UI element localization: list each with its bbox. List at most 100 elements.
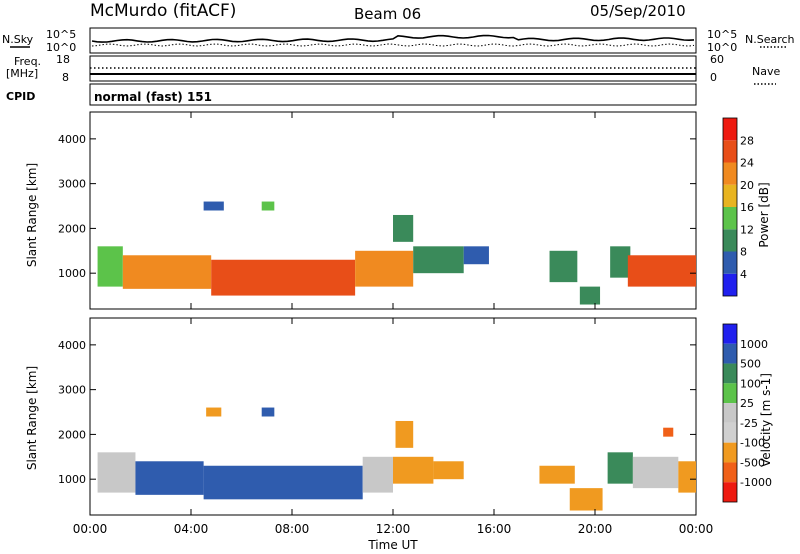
power-panel: 1000 2000 3000 4000 Slant Range [km] 4 8 12 16… (25, 111, 771, 310)
echo-region (203, 201, 224, 211)
colorbar-swatch (723, 383, 737, 404)
echo-region (610, 246, 631, 278)
noise-traces (91, 34, 695, 47)
nave-label: Nave (752, 65, 780, 78)
echo-region (122, 255, 212, 289)
x-tick-labels: 00:00 04:00 08:00 12:00 16:00 20:00 00:00 (73, 522, 714, 536)
velocity-regions (97, 407, 696, 511)
x-tick-label: 20:00 (578, 522, 613, 536)
power-ylabel: Slant Range [km] (25, 163, 39, 267)
echo-region (627, 255, 696, 287)
colorbar-tick-label: -1000 (740, 476, 772, 489)
noise-sky-label: N.Sky (2, 33, 34, 46)
echo-region (97, 452, 136, 493)
echo-region (678, 461, 696, 493)
noise-search-label: N.Search (745, 33, 795, 46)
echo-region (632, 456, 679, 489)
echo-region (393, 456, 434, 484)
echo-region (569, 488, 603, 511)
colorbar-swatch (723, 184, 737, 207)
velocity-axes: 1000 2000 3000 4000 (58, 318, 697, 515)
echo-region (261, 407, 275, 417)
nave-tick-bottom: 0 (710, 71, 717, 84)
freq-tick-top: 18 (56, 53, 70, 66)
noise-search-trace (91, 43, 695, 47)
station-title: McMurdo (fitACF) (90, 1, 236, 21)
x-tick-label: 08:00 (275, 522, 310, 536)
freq-panel: Freq. [MHz] 18 8 60 0 Nave (6, 53, 780, 85)
x-tick-label: 04:00 (174, 522, 209, 536)
beam-title: Beam 06 (354, 5, 421, 23)
colorbar-tick-label: 24 (740, 157, 754, 170)
noise-panel: N.Sky 10^5 10^0 10^5 10^0 N.Search (2, 27, 795, 54)
x-tick-label: 12:00 (376, 522, 411, 536)
echo-region (413, 246, 464, 274)
colorbar-swatch (723, 363, 737, 384)
power-colorbar-label: Power [dB] (757, 182, 771, 247)
colorbar-tick-label: -25 (740, 417, 758, 430)
echo-region (362, 456, 393, 493)
colorbar-frame (722, 323, 738, 503)
colorbar-swatch (723, 162, 737, 185)
freq-label-2: [MHz] (6, 67, 38, 80)
echo-region (539, 465, 575, 484)
power-regions (97, 201, 696, 305)
colorbar-swatch (723, 140, 737, 163)
colorbar-tick-label: 500 (740, 358, 761, 371)
noise-tick-bottom-right: 10^0 (707, 41, 737, 54)
colorbar-swatch (723, 324, 737, 344)
power-colorbar: 4 8 12 16 20 24 28 (722, 117, 754, 297)
colorbar-tick-label: 100 (740, 377, 761, 390)
echo-region (203, 465, 363, 500)
noise-tick-bottom-left: 10^0 (46, 41, 76, 54)
cpid-frame (89, 83, 697, 106)
colorbar-swatch (723, 343, 737, 364)
colorbar-tick-label: 16 (740, 201, 754, 214)
freq-label-1: Freq. (14, 55, 41, 68)
echo-region (607, 452, 633, 484)
cpid-value: normal (fast) 151 (94, 90, 212, 104)
colorbar-tick-label: -500 (740, 456, 765, 469)
y-tick-label: 2000 (58, 428, 86, 441)
cpid-label: CPID (6, 90, 35, 103)
freq-panel-frame (89, 55, 697, 82)
colorbar-swatch (723, 462, 737, 483)
echo-region (549, 250, 578, 283)
y-tick-label: 2000 (58, 222, 86, 235)
echo-region (135, 461, 204, 495)
freq-tick-bottom: 8 (62, 71, 69, 84)
y-tick-label: 4000 (58, 133, 86, 146)
date-title: 05/Sep/2010 (590, 2, 686, 20)
colorbar-tick-label: -100 (740, 437, 765, 450)
colorbar-frame (722, 117, 738, 297)
x-tick-label: 16:00 (477, 522, 512, 536)
x-tick-label: 00:00 (73, 522, 108, 536)
power-axes: 1000 2000 3000 4000 (58, 112, 697, 309)
noise-tick-top-left: 10^5 (46, 28, 76, 41)
echo-region (463, 246, 489, 265)
colorbar-swatch (723, 251, 737, 274)
colorbar-swatch (723, 273, 737, 296)
nave-tick-top: 60 (710, 53, 724, 66)
echo-region (97, 246, 123, 287)
colorbar-swatch (723, 442, 737, 463)
colorbar-tick-label: 4 (740, 268, 747, 281)
echo-region (211, 259, 356, 296)
echo-region (663, 427, 674, 437)
colorbar-swatch (723, 229, 737, 252)
colorbar-swatch (723, 207, 737, 230)
noise-sky-trace (91, 34, 695, 43)
colorbar-swatch (723, 118, 737, 141)
colorbar-swatch (723, 482, 737, 502)
y-tick-label: 1000 (58, 473, 86, 486)
x-axis-label: Time UT (367, 538, 418, 552)
colorbar-swatch (723, 422, 737, 443)
noise-panel-frame (89, 27, 697, 54)
y-tick-label: 3000 (58, 384, 86, 397)
echo-region (433, 461, 464, 480)
colorbar-swatch (723, 403, 737, 423)
velocity-colorbar-label: Velocity [m s-1] (759, 373, 773, 467)
colorbar-tick-label: 28 (740, 134, 754, 147)
colorbar-tick-label: 1000 (740, 338, 768, 351)
